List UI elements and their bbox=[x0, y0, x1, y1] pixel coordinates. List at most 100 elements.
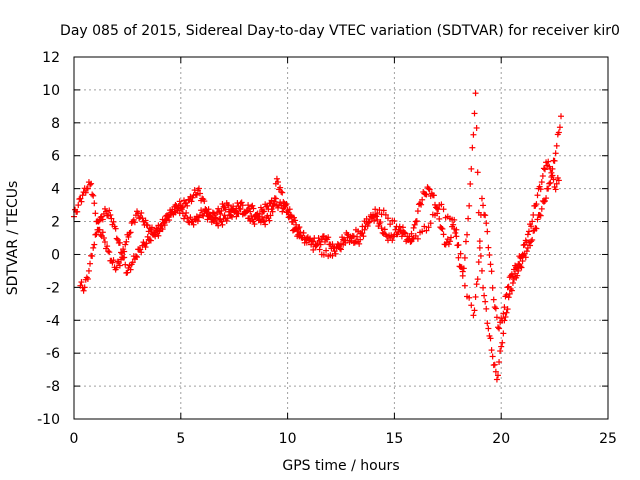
data-point bbox=[550, 176, 557, 183]
data-point bbox=[78, 279, 85, 286]
data-point bbox=[487, 335, 494, 342]
data-point bbox=[260, 217, 267, 224]
data-point bbox=[184, 202, 191, 209]
data-point bbox=[143, 240, 150, 247]
data-point bbox=[425, 224, 432, 231]
data-point bbox=[148, 224, 155, 231]
data-point bbox=[460, 265, 467, 272]
data-point bbox=[553, 180, 560, 187]
data-point bbox=[475, 259, 482, 266]
data-point bbox=[320, 251, 327, 258]
data-point bbox=[533, 201, 540, 208]
data-point bbox=[357, 236, 364, 243]
data-point bbox=[470, 131, 477, 138]
data-point bbox=[297, 229, 304, 236]
data-point bbox=[540, 165, 547, 172]
data-point bbox=[218, 207, 225, 214]
data-point bbox=[485, 244, 492, 251]
data-point bbox=[472, 293, 479, 300]
data-point bbox=[215, 205, 222, 212]
data-point bbox=[183, 199, 190, 206]
data-point bbox=[89, 253, 96, 260]
data-point bbox=[436, 215, 443, 222]
data-point bbox=[366, 218, 373, 225]
data-point bbox=[534, 192, 541, 199]
data-point bbox=[491, 304, 498, 311]
data-point bbox=[519, 251, 526, 258]
data-point bbox=[477, 252, 484, 259]
data-point bbox=[498, 343, 505, 350]
data-point bbox=[528, 238, 535, 245]
data-point bbox=[277, 184, 284, 191]
data-point bbox=[414, 235, 421, 242]
data-point bbox=[503, 309, 510, 316]
data-point bbox=[468, 302, 475, 309]
data-point bbox=[223, 217, 230, 224]
data-point bbox=[467, 180, 474, 187]
data-point bbox=[116, 262, 123, 269]
data-point bbox=[310, 238, 317, 245]
data-point bbox=[360, 233, 367, 240]
data-point bbox=[464, 231, 471, 238]
data-point bbox=[258, 213, 265, 220]
data-point bbox=[519, 258, 526, 265]
data-point bbox=[514, 265, 521, 272]
x-tick-label: 0 bbox=[70, 431, 79, 447]
data-point bbox=[241, 210, 248, 217]
data-point bbox=[393, 223, 400, 230]
data-point bbox=[539, 173, 546, 180]
data-point bbox=[262, 221, 269, 228]
data-point bbox=[525, 228, 532, 235]
data-point bbox=[427, 220, 434, 227]
data-point bbox=[414, 208, 421, 215]
data-point bbox=[147, 237, 154, 244]
data-point bbox=[316, 246, 323, 253]
data-point bbox=[107, 211, 114, 218]
data-point bbox=[78, 198, 85, 205]
data-point bbox=[211, 214, 218, 221]
data-point bbox=[364, 223, 371, 230]
data-point bbox=[273, 175, 280, 182]
data-point bbox=[536, 211, 543, 218]
data-point bbox=[484, 228, 491, 235]
data-point bbox=[466, 202, 473, 209]
data-point bbox=[374, 210, 381, 217]
data-point bbox=[530, 211, 537, 218]
data-point bbox=[284, 209, 291, 216]
data-point bbox=[187, 214, 194, 221]
data-point bbox=[99, 229, 106, 236]
data-point bbox=[219, 221, 226, 228]
x-tick-label: 25 bbox=[599, 431, 617, 447]
data-point bbox=[523, 248, 530, 255]
data-point bbox=[142, 244, 149, 251]
data-point bbox=[419, 196, 426, 203]
x-tick-label: 10 bbox=[279, 431, 297, 447]
data-point bbox=[423, 191, 430, 198]
data-point bbox=[524, 231, 531, 238]
data-point bbox=[221, 212, 228, 219]
data-point bbox=[485, 325, 492, 332]
data-point bbox=[391, 217, 398, 224]
data-point bbox=[439, 225, 446, 232]
data-point bbox=[555, 129, 562, 136]
data-point bbox=[77, 195, 84, 202]
data-point bbox=[176, 198, 183, 205]
data-point bbox=[279, 208, 286, 215]
data-point bbox=[127, 229, 134, 236]
data-point bbox=[382, 211, 389, 218]
data-point bbox=[225, 208, 232, 215]
data-point bbox=[515, 260, 522, 267]
data-point bbox=[488, 347, 495, 354]
data-point bbox=[365, 219, 372, 226]
data-point bbox=[323, 247, 330, 254]
data-point bbox=[537, 186, 544, 193]
data-point bbox=[99, 216, 106, 223]
data-point bbox=[152, 233, 159, 240]
data-point bbox=[440, 206, 447, 213]
data-point bbox=[450, 221, 457, 228]
data-point bbox=[305, 237, 312, 244]
data-point bbox=[138, 209, 145, 216]
data-point bbox=[124, 269, 131, 276]
data-point bbox=[549, 172, 556, 179]
data-point bbox=[80, 287, 87, 294]
